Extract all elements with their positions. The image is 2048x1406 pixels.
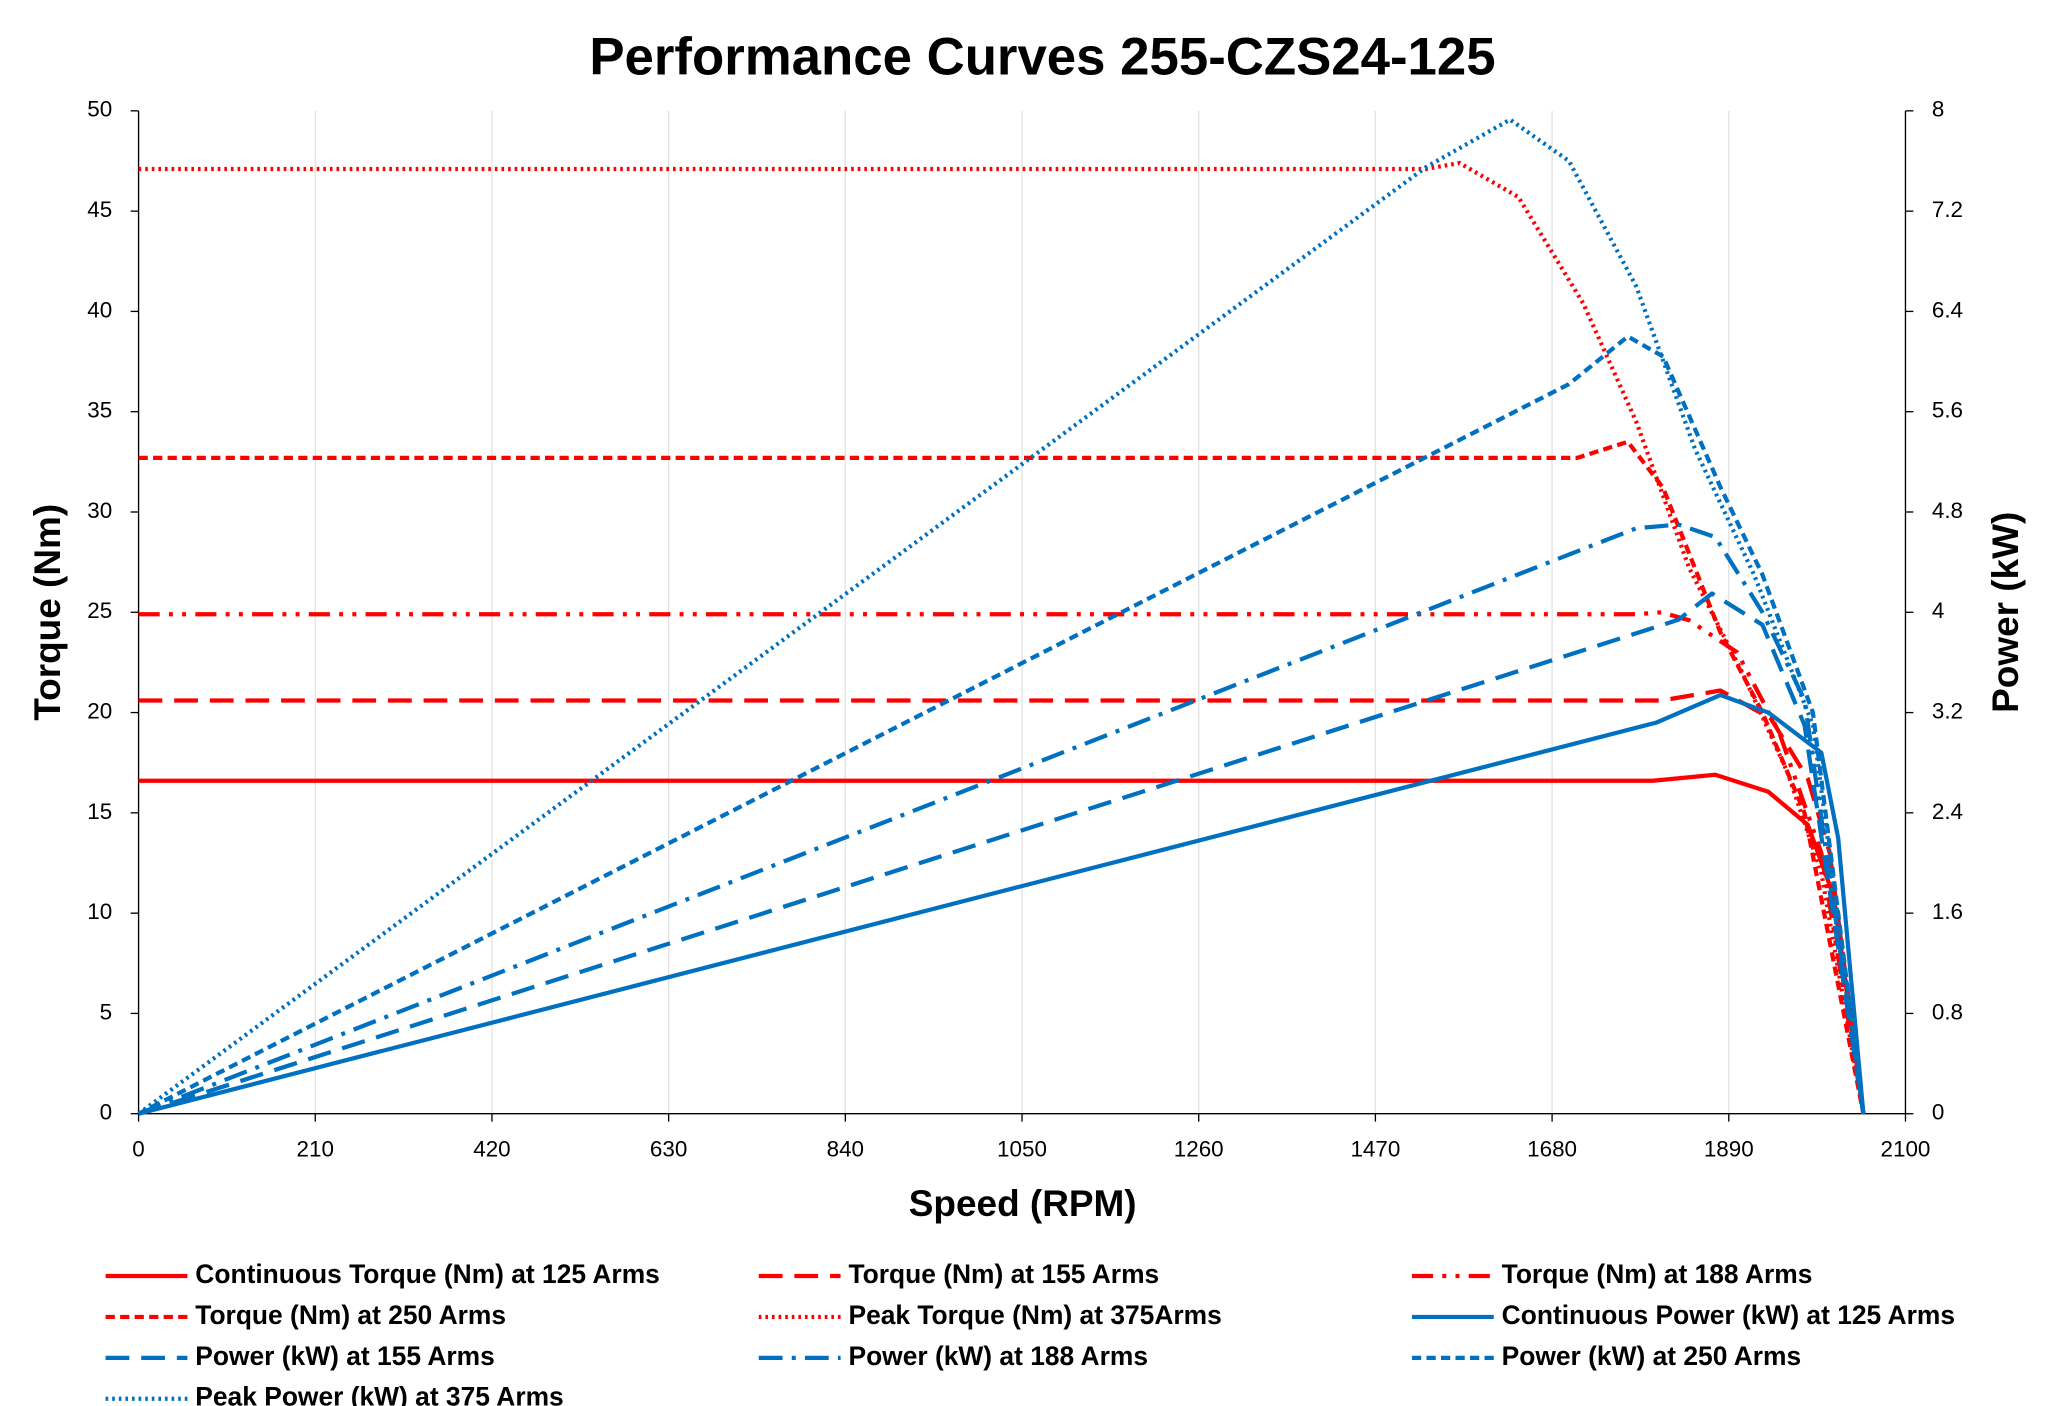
series-line — [138, 160, 1866, 1115]
series-line — [138, 772, 1866, 1115]
series-line — [137, 591, 1866, 1116]
y2-tick-label: 1.6 — [1932, 899, 1963, 924]
series-line — [138, 610, 1866, 1115]
y-tick-label: 40 — [87, 297, 112, 322]
y-axis-label: Torque (Nm) — [27, 504, 68, 721]
x-tick-label: 840 — [827, 1137, 864, 1162]
y2-tick-label: 6.4 — [1932, 297, 1963, 322]
y-tick-label: 5 — [100, 999, 112, 1024]
y-tick-label: 20 — [87, 698, 112, 723]
y2-tick-label: 8 — [1932, 97, 1944, 122]
y-tick-label: 25 — [87, 598, 112, 623]
legend-label: Power (kW) at 155 Arms — [195, 1341, 495, 1371]
x-tick-label: 210 — [297, 1137, 334, 1162]
x-tick-label: 1680 — [1527, 1137, 1577, 1162]
y2-tick-label: 0 — [1932, 1100, 1944, 1125]
legend-label: Torque (Nm) at 250 Arms — [195, 1300, 506, 1330]
y2-axis-label: Power (kW) — [1985, 512, 2026, 713]
legend-label: Continuous Power (kW) at 125 Arms — [1502, 1300, 1955, 1330]
y2-tick-label: 7.2 — [1932, 197, 1963, 222]
y2-tick-label: 5.6 — [1932, 398, 1963, 423]
x-tick-label: 1260 — [1174, 1137, 1224, 1162]
legend-label: Continuous Torque (Nm) at 125 Arms — [195, 1259, 660, 1289]
legend-label: Peak Power (kW) at 375 Arms — [195, 1382, 563, 1406]
y-tick-label: 45 — [87, 197, 112, 222]
series-line — [138, 692, 1866, 1116]
x-tick-label: 1470 — [1350, 1137, 1400, 1162]
y-tick-label: 15 — [87, 799, 112, 824]
series-line — [137, 334, 1866, 1116]
y-tick-label: 30 — [87, 498, 112, 523]
legend-label: Power (kW) at 250 Arms — [1502, 1341, 1802, 1371]
y2-tick-label: 4.8 — [1932, 498, 1963, 523]
x-tick-label: 2100 — [1881, 1137, 1931, 1162]
y-tick-label: 10 — [87, 899, 112, 924]
x-tick-label: 0 — [132, 1137, 144, 1162]
legend-label: Torque (Nm) at 155 Arms — [848, 1259, 1159, 1289]
y2-tick-label: 4 — [1932, 598, 1944, 623]
x-axis-label: Speed (RPM) — [909, 1183, 1137, 1224]
y2-tick-label: 2.4 — [1932, 799, 1963, 824]
x-tick-label: 1890 — [1704, 1137, 1754, 1162]
y-tick-label: 50 — [87, 97, 112, 122]
series-line — [138, 439, 1866, 1115]
x-tick-label: 630 — [650, 1137, 687, 1162]
y2-tick-label: 3.2 — [1932, 698, 1963, 723]
series-line — [137, 117, 1866, 1116]
x-tick-label: 1050 — [997, 1137, 1047, 1162]
y-tick-label: 35 — [87, 398, 112, 423]
y-tick-label: 0 — [100, 1100, 112, 1125]
legend-label: Peak Torque (Nm) at 375Arms — [848, 1300, 1221, 1330]
x-tick-label: 420 — [473, 1137, 510, 1162]
y2-tick-label: 0.8 — [1932, 999, 1963, 1024]
series-line — [138, 688, 1866, 1114]
chart-title: Performance Curves 255-CZS24-125 — [589, 28, 1495, 87]
legend-label: Torque (Nm) at 188 Arms — [1502, 1259, 1813, 1289]
legend-label: Power (kW) at 188 Arms — [848, 1341, 1148, 1371]
